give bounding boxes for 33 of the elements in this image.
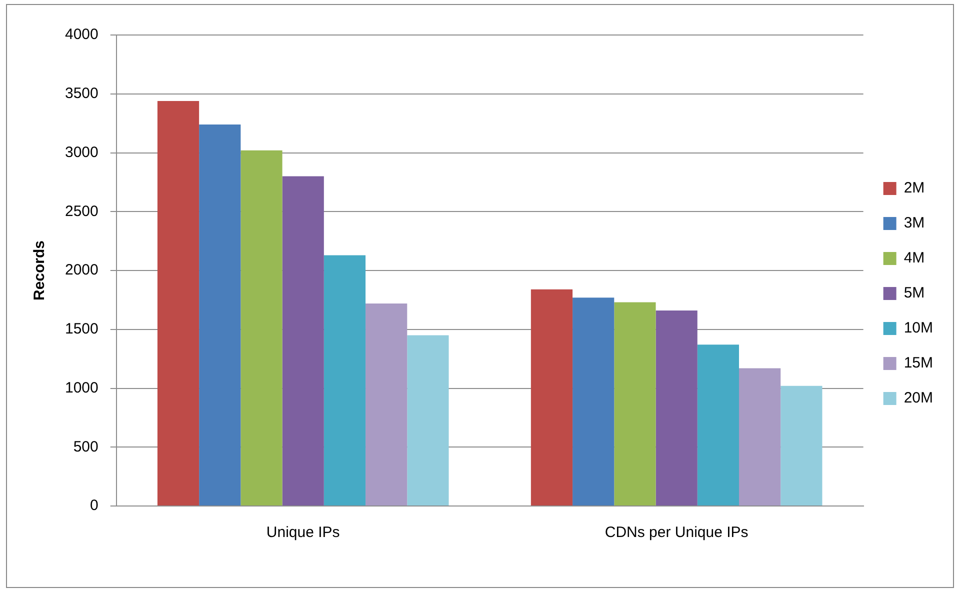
bar bbox=[697, 344, 740, 506]
y-axis-title: Records bbox=[31, 240, 48, 301]
bar bbox=[240, 150, 282, 506]
y-tick-label: 1500 bbox=[64, 320, 98, 338]
y-tick-label: 2000 bbox=[64, 262, 98, 279]
legend-label: 4M bbox=[904, 250, 925, 267]
y-tick-label: 4000 bbox=[64, 26, 98, 44]
bar bbox=[199, 124, 241, 506]
legend-label: 20M bbox=[904, 390, 934, 407]
y-tick-label: 0 bbox=[90, 497, 98, 514]
bar bbox=[157, 100, 200, 506]
legend-label: 10M bbox=[904, 320, 934, 337]
y-tick-label: 1000 bbox=[64, 379, 98, 396]
y-tick-label: 3000 bbox=[64, 144, 98, 161]
legend-label: 15M bbox=[904, 354, 934, 372]
legend-label: 3M bbox=[904, 214, 925, 232]
bar bbox=[324, 255, 366, 506]
bar bbox=[656, 310, 698, 506]
bar bbox=[739, 368, 781, 506]
bar bbox=[780, 386, 822, 506]
bar bbox=[572, 298, 614, 506]
legend-label: 2M bbox=[904, 180, 925, 197]
bar bbox=[614, 302, 656, 506]
bar bbox=[366, 303, 408, 506]
x-tick-label: Unique IPs bbox=[266, 524, 340, 542]
bar bbox=[530, 289, 573, 506]
bar bbox=[282, 176, 324, 506]
legend-label: 5M bbox=[904, 284, 925, 302]
y-tick-label: 2500 bbox=[64, 202, 98, 220]
bar bbox=[407, 335, 449, 506]
y-tick-label: 500 bbox=[73, 438, 98, 456]
x-tick-label: CDNs per Unique IPs bbox=[604, 524, 748, 542]
y-tick-label: 3500 bbox=[64, 85, 98, 102]
